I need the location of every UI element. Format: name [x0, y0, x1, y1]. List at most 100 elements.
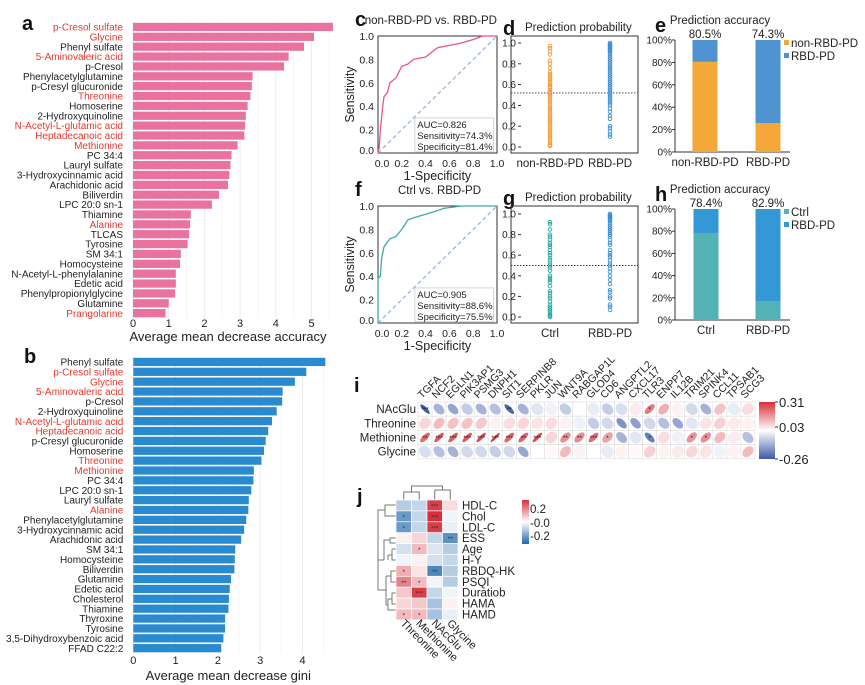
bar	[133, 515, 247, 524]
data-point	[547, 92, 553, 98]
bar	[133, 397, 283, 406]
significance-mark: *	[402, 612, 405, 619]
correlation-ellipse	[671, 431, 684, 444]
data-point	[547, 126, 553, 131]
correlation-ellipse	[643, 417, 656, 430]
bar	[133, 210, 191, 219]
data-point	[547, 117, 553, 123]
bar	[133, 377, 295, 386]
accuracy-label: 74.3%	[752, 29, 785, 41]
bar	[133, 624, 226, 633]
correlation-ellipse	[489, 417, 502, 430]
category-label: Alanine	[90, 506, 124, 517]
heatmap-cell	[395, 586, 412, 599]
panel-label: c	[355, 9, 366, 31]
y-tick-label: 1.0	[502, 210, 516, 221]
data-point	[607, 255, 613, 260]
bar	[133, 82, 252, 91]
category-label: Biliverdin	[82, 190, 123, 201]
y-tick-label: 40%	[652, 103, 672, 114]
bar	[133, 525, 245, 534]
category-label: Biliverdin	[83, 565, 124, 576]
annotation-text: Specificity=75.5%	[417, 312, 493, 323]
correlation-ellipse	[517, 403, 529, 415]
row-dendrogram	[377, 504, 396, 611]
correlation-ellipse	[742, 446, 754, 458]
data-point	[607, 134, 613, 139]
data-point	[607, 252, 613, 258]
data-point	[547, 294, 553, 299]
chart-title: non-RBD-PD vs. RBD-PD	[365, 15, 497, 27]
category-label: Homoserine	[69, 101, 123, 112]
data-point	[607, 61, 613, 67]
correlation-ellipse	[644, 404, 655, 415]
category-label: Phenyl sulfate	[60, 42, 123, 53]
bar	[133, 131, 245, 140]
data-point	[607, 307, 613, 313]
correlation-ellipse	[643, 445, 656, 458]
significance-mark: **	[563, 435, 569, 442]
category-label: RBD-PD	[588, 328, 632, 340]
data-point	[547, 43, 553, 49]
bar	[133, 230, 190, 239]
y-tick-label: 0.0	[502, 143, 516, 154]
colorbar-label: 0.03	[779, 420, 804, 435]
significance-mark: *	[691, 435, 694, 442]
correlation-ellipse	[727, 417, 740, 430]
bar	[133, 387, 283, 396]
bar	[133, 565, 235, 574]
bar	[133, 446, 265, 455]
y-tick-label: 20%	[652, 125, 672, 136]
x-tick-label: 0.6	[442, 328, 457, 340]
plot-frame	[377, 205, 498, 324]
accuracy-label: 78.4%	[690, 198, 723, 210]
bar-segment	[755, 123, 781, 152]
data-point	[547, 256, 553, 261]
correlation-ellipse	[658, 417, 670, 429]
category-label: Tyrosine	[86, 624, 124, 635]
correlation-ellipse	[490, 432, 500, 443]
chart-title: Ctrl vs. RBD-PD	[398, 185, 481, 197]
data-point	[607, 126, 613, 131]
legend-swatch	[784, 53, 789, 58]
column-dendrogram	[403, 485, 451, 500]
data-point	[607, 94, 613, 100]
data-point	[547, 101, 553, 106]
x-tick-label: 1	[173, 655, 179, 667]
y-tick-label: 100%	[646, 205, 672, 216]
panel-label: b	[24, 346, 36, 368]
category-label: FFAD C22:2	[68, 644, 123, 655]
data-point	[547, 232, 553, 237]
data-point	[547, 74, 553, 79]
y-tick-label: 0.6	[359, 78, 374, 90]
correlation-ellipse	[727, 403, 740, 416]
annotation-box	[414, 287, 494, 323]
correlation-ellipse	[601, 445, 614, 458]
correlation-ellipse	[475, 417, 487, 430]
panel-j: j **** **** ******* **** ***** *HDL-CCholLDL-C…	[356, 485, 550, 664]
correlation-ellipse	[504, 432, 515, 443]
data-point	[607, 232, 613, 237]
heatmap-cell	[411, 565, 428, 577]
bar	[133, 72, 253, 81]
category-label: PC 34:4	[87, 476, 124, 487]
data-point	[607, 294, 613, 299]
data-point	[547, 128, 553, 133]
bar	[133, 466, 254, 475]
data-point	[607, 76, 613, 81]
data-point	[547, 80, 553, 85]
correlation-ellipse	[461, 417, 473, 429]
data-point	[547, 96, 553, 102]
y-tick-label: 0%	[658, 316, 673, 327]
correlation-ellipse	[489, 403, 501, 415]
panel-h: h Prediction accuracy 0% 20% 40% 60% 80% 100% 78…	[646, 184, 835, 337]
category-label: TLCAS	[91, 230, 124, 241]
data-point	[607, 226, 613, 231]
heatmap-cell	[426, 543, 443, 555]
legend-label: non-RBD-PD	[791, 38, 858, 50]
category-label: RBD-PD	[746, 325, 790, 337]
data-point	[547, 94, 553, 100]
data-point	[607, 80, 613, 85]
significance-mark: **	[448, 536, 454, 543]
significance-mark: *	[606, 435, 609, 442]
